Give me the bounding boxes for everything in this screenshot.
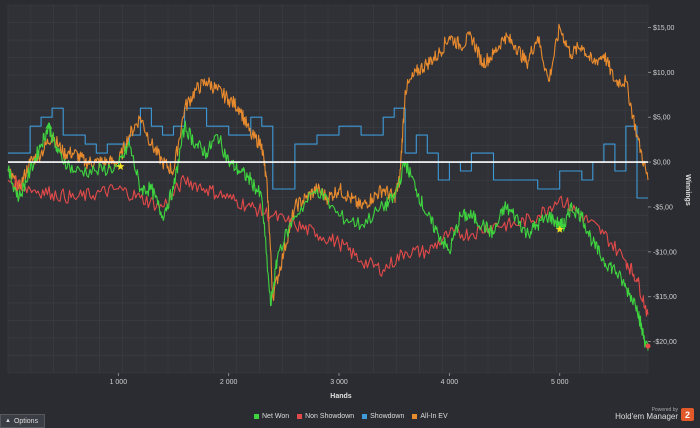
triangle-marker <box>45 122 53 129</box>
star-marker <box>116 162 125 170</box>
series-line-non-showdown <box>7 175 649 317</box>
legend-item[interactable]: Net Won <box>254 413 289 420</box>
series-line-showdown <box>8 107 648 199</box>
legend-swatch <box>254 414 259 419</box>
powered-by-text: Powered by <box>651 407 678 413</box>
legend-item[interactable]: All-In EV <box>412 413 448 420</box>
legend-item[interactable]: Non Showdown <box>297 413 354 420</box>
legend-swatch <box>412 414 418 419</box>
options-button[interactable]: ▲ Options <box>0 414 46 428</box>
x-axis-ticks: 1 000 2 000 3 000 4 000 5 000 <box>110 373 569 386</box>
hem2-logo-icon: 2 <box>681 408 694 421</box>
chart-legend: Net Won Non Showdown Showdown All-In EV <box>254 413 448 420</box>
y-tick-label: $0,00 <box>653 160 671 167</box>
series-line-net-won <box>7 120 649 351</box>
brand-logo-area: Powered by Hold'em Manager 2 <box>615 408 694 421</box>
options-label: Options <box>13 417 39 425</box>
triangle-up-icon: ▲ <box>5 418 11 424</box>
y-tick-label: -$10,00 <box>653 249 677 256</box>
x-axis-title: Hands <box>330 393 352 400</box>
y-tick-label: -$20,00 <box>653 339 677 346</box>
y-tick-label: -$15,00 <box>653 294 677 301</box>
legend-swatch <box>297 414 303 419</box>
end-dot-marker <box>645 343 651 349</box>
y-axis-ticks: $15,00 $10,00 $5,00 $0,00 -$5,00 -$10,00 -$15,… <box>648 25 677 346</box>
legend-swatch <box>362 414 368 419</box>
y-tick-label: $5,00 <box>653 115 671 122</box>
x-tick-label: 5 000 <box>551 379 569 386</box>
series-layer <box>7 23 649 351</box>
x-tick-label: 1 000 <box>110 379 128 386</box>
y-axis-title: Winnings <box>684 174 691 206</box>
x-tick-label: 4 000 <box>441 379 459 386</box>
brand-name: Hold'em Manager <box>615 412 678 421</box>
star-marker <box>555 225 564 233</box>
x-tick-label: 2 000 <box>220 379 238 386</box>
legend-label: All-In EV <box>420 413 448 420</box>
y-tick-label: $10,00 <box>653 70 675 77</box>
x-tick-label: 3 000 <box>330 379 348 386</box>
winnings-chart: 1 000 2 000 3 000 4 000 5 000 $15,00 $10,00 $5… <box>7 4 691 400</box>
marker-layer <box>45 122 651 349</box>
legend-label: Showdown <box>370 413 405 420</box>
y-tick-label: -$5,00 <box>653 204 673 211</box>
y-tick-label: $15,00 <box>653 25 675 32</box>
legend-item[interactable]: Showdown <box>362 413 404 420</box>
bottom-bar <box>0 409 700 428</box>
legend-label: Net Won <box>262 413 290 420</box>
legend-label: Non Showdown <box>305 413 355 420</box>
